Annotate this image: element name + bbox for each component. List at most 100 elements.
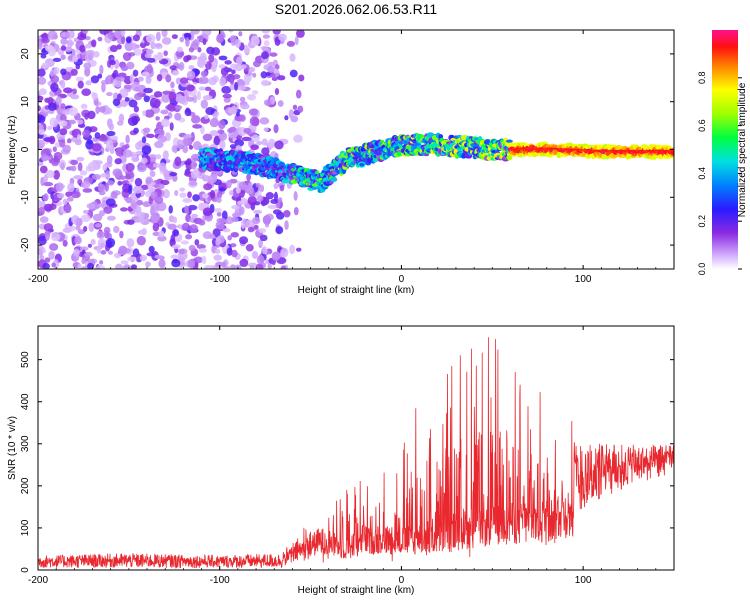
spectrogram-noise-blob	[88, 222, 95, 233]
spectrogram-noise-blob	[108, 31, 114, 40]
spectrogram-noise-blob	[87, 110, 96, 120]
spectrogram-noise-blob	[122, 149, 133, 158]
spectrogram-carrier-core	[561, 148, 564, 150]
spectrogram-noise-blob	[68, 106, 79, 117]
spectrogram-noise-blob	[60, 68, 67, 76]
spectrogram-carrier-core	[639, 149, 642, 152]
spectrogram-noise-blob	[230, 231, 239, 238]
spectrogram-noise-blob	[117, 180, 123, 186]
spectrogram-carrier-core	[519, 147, 522, 150]
spectrogram-noise-blob	[62, 198, 68, 205]
spectrogram-noise-blob	[42, 193, 49, 202]
spectrogram-signal-cell	[438, 134, 444, 139]
spectrogram-noise-blob	[181, 240, 189, 245]
spectrogram-noise-blob	[38, 124, 44, 130]
spectrogram-carrier-core	[621, 149, 624, 152]
spectrogram-noise-blob	[198, 219, 206, 226]
spectrogram-carrier-core	[604, 149, 608, 152]
spectrogram-noise-blob	[202, 38, 207, 46]
spectrogram-carrier-core	[626, 149, 629, 152]
spectrogram-noise-blob	[261, 245, 268, 255]
spectrogram-noise-blob	[168, 205, 173, 214]
spectrogram-noise-blob	[202, 193, 209, 199]
spectrogram-noise-blob	[95, 264, 106, 269]
spectrogram-noise-blob	[230, 264, 236, 269]
spectrogram-noise-blob	[234, 139, 245, 147]
spectrogram-noise-blob	[147, 183, 154, 190]
spectrogram-noise-blob	[60, 54, 66, 60]
spectrogram-noise-blob	[39, 165, 48, 174]
spectrogram-noise-blob	[52, 57, 62, 63]
spectrogram-noise-blob	[125, 162, 135, 172]
spectrogram-noise-blob	[126, 238, 135, 248]
spectrogram-noise-blob	[55, 96, 62, 105]
spectrogram-noise-blob	[42, 262, 50, 269]
spectrogram-noise-blob	[38, 207, 45, 216]
spectrogram-noise-blob	[137, 165, 147, 173]
spectrogram-noise-blob	[216, 33, 225, 44]
spectrogram-noise-blob	[278, 33, 287, 42]
spectrogram-noise-blob	[204, 264, 214, 269]
spectrogram-noise-blob	[154, 43, 162, 48]
spectrogram-noise-blob	[209, 130, 219, 137]
spectrogram-noise-blob	[51, 161, 59, 167]
spectrogram-noise-blob	[216, 211, 222, 217]
spectrogram-noise-blob	[185, 96, 195, 102]
spectrogram-noise-blob	[99, 64, 104, 75]
y-tick-label: -10	[20, 190, 31, 205]
spectrogram-noise-blob	[170, 234, 176, 243]
spectrogram-noise-blob	[91, 92, 98, 100]
spectrogram-noise-blob	[73, 175, 84, 180]
spectrogram-noise-blob	[130, 199, 137, 210]
spectrogram-noise-blob	[74, 236, 82, 245]
spectrogram-carrier-core	[550, 147, 553, 150]
colorbar: 0.0 0.2 0.4 0.6 0.8 Normalized spectral ampl…	[697, 30, 748, 275]
spectrogram-noise-blob	[84, 43, 93, 49]
spectrogram-noise-blob	[128, 99, 138, 108]
spectrogram-noise-blob	[206, 46, 215, 55]
spectrogram-noise-blob	[227, 131, 238, 139]
spectrogram-noise-blob	[162, 150, 169, 161]
spectrogram-noise-blob	[250, 144, 259, 151]
spectrogram-noise-blob	[132, 186, 143, 194]
spectrogram-noise-blob	[64, 204, 72, 214]
spectrogram-noise-blob	[76, 156, 85, 162]
spectrogram-noise-blob	[159, 162, 167, 172]
spectrogram-carrier-core	[635, 149, 639, 152]
spectrogram-noise-blob	[188, 65, 195, 70]
spectrogram-noise-blob	[196, 58, 206, 69]
y-tick-label: 20	[20, 48, 31, 60]
spectrogram-noise-blob	[91, 143, 102, 152]
spectrogram-noise-blob	[43, 174, 48, 184]
spectrogram-noise-blob	[179, 77, 189, 84]
spectrogram-carrier-core	[659, 149, 662, 152]
spectrogram-noise-blob	[119, 230, 124, 239]
spectrogram-carrier-core	[590, 149, 593, 152]
spectrogram-noise-blob	[263, 40, 270, 47]
spectrogram-noise-blob	[65, 191, 72, 197]
spectrogram-noise-blob	[189, 181, 198, 186]
spectrogram-noise-blob	[38, 68, 46, 77]
spectrogram-noise-blob	[83, 225, 88, 232]
spectrogram-carrier-core	[581, 149, 584, 151]
spectrogram-carrier-core	[657, 149, 660, 152]
spectrogram-noise-blob	[190, 169, 200, 179]
spectrogram-noise-blob	[140, 184, 149, 191]
spectrogram-noise-blob	[218, 119, 226, 130]
spectrogram-noise-blob	[201, 174, 211, 182]
spectrogram-noise-blob	[289, 244, 296, 255]
spectrogram-noise-blob	[126, 61, 135, 70]
spectrogram-noise-blob	[38, 95, 44, 102]
spectrogram-noise-blob	[251, 250, 259, 259]
spectrogram-carrier-core	[644, 149, 648, 152]
spectrogram-noise-blob	[182, 145, 189, 154]
spectrogram-noise-blob	[112, 168, 123, 177]
spectrogram-noise-blob	[204, 114, 209, 120]
spectrogram-noise-blob	[169, 65, 177, 71]
spectrogram-noise-blob	[227, 128, 233, 134]
spectrogram-noise-blob	[293, 134, 303, 143]
spectrogram-noise-blob	[125, 36, 132, 44]
spectrogram-noise-blob	[202, 133, 213, 142]
spectrogram-carrier-core	[610, 149, 613, 152]
spectrogram-carrier-core	[595, 149, 599, 152]
